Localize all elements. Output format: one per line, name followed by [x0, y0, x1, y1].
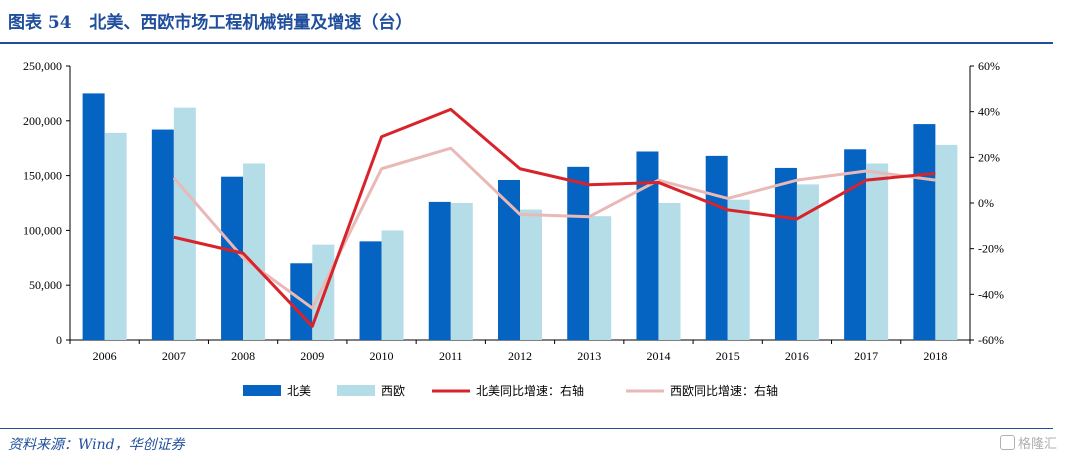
right-tick-label: 20% — [978, 150, 1000, 164]
x-tick-label: 2015 — [716, 349, 740, 363]
bar-we — [104, 132, 127, 340]
left-tick-label: 100,000 — [23, 223, 62, 237]
x-tick-label: 2008 — [231, 349, 255, 363]
bar-na — [774, 167, 797, 340]
left-tick-label: 0 — [56, 333, 62, 347]
right-tick-label: -60% — [978, 333, 1004, 347]
bar-we — [727, 199, 750, 340]
bar-na — [844, 149, 867, 340]
bar-na — [498, 179, 520, 340]
left-tick-label: 150,000 — [23, 169, 62, 183]
bar-we — [866, 163, 889, 340]
bar-we — [589, 216, 612, 340]
x-tick-label: 2012 — [508, 349, 532, 363]
x-tick-label: 2009 — [300, 349, 324, 363]
bar-na — [82, 93, 105, 341]
left-tick-label: 50,000 — [29, 278, 62, 292]
bar-na — [913, 124, 936, 340]
left-tick-label: 200,000 — [23, 114, 62, 128]
legend-na-growth-label: 北美同比增速：右轴 — [476, 383, 584, 398]
bar-we — [243, 163, 266, 340]
x-tick-label: 2006 — [93, 349, 117, 363]
x-tick-label: 2016 — [785, 349, 809, 363]
right-tick-label: 0% — [978, 196, 994, 210]
legend-we-growth-label: 西欧同比增速：右轴 — [670, 383, 778, 398]
bar-we — [520, 209, 542, 340]
legend-we-label: 西欧 — [381, 384, 405, 398]
bar-na — [221, 176, 244, 340]
watermark-text: 格隆汇 — [1018, 437, 1058, 452]
bar-we — [173, 107, 196, 340]
bar-na — [151, 129, 174, 340]
bar-we — [450, 203, 473, 340]
bar-we — [935, 144, 958, 340]
watermark-logo-icon — [1000, 435, 1015, 450]
x-tick-label: 2007 — [162, 349, 186, 363]
right-tick-label: -40% — [978, 287, 1004, 301]
figure-title: 图表 54 北美、西欧市场工程机械销量及增速（台） — [8, 13, 413, 33]
bar-we — [796, 184, 819, 340]
bar-na — [705, 155, 728, 340]
bar-na — [567, 166, 590, 340]
footer-rule — [0, 428, 1053, 429]
x-tick-label: 2017 — [854, 349, 878, 363]
watermark: 格隆汇 — [1000, 433, 1057, 452]
bar-na — [359, 241, 382, 340]
bar-na — [636, 151, 659, 340]
legend-na-label: 北美 — [287, 384, 311, 398]
bar-we — [381, 230, 404, 340]
line-we-growth — [172, 146, 936, 310]
x-tick-label: 2011 — [439, 349, 463, 363]
x-tick-label: 2010 — [370, 349, 394, 363]
right-tick-label: 40% — [978, 105, 1000, 119]
title-rule — [0, 42, 1053, 44]
line-na-growth — [173, 107, 936, 328]
x-tick-label: 2013 — [577, 349, 601, 363]
bar-na — [428, 201, 451, 340]
legend-we-swatch — [337, 385, 375, 396]
bar-we — [658, 203, 681, 340]
legend-na-swatch — [243, 385, 281, 396]
combo-chart: 0 50,000 100,000 150,000 200,000 250,000 -60% -… — [23, 59, 1004, 398]
source-note: 资料来源：Wind，华创证券 — [8, 437, 185, 453]
right-tick-label: 60% — [978, 59, 1000, 73]
x-tick-label: 2018 — [923, 349, 947, 363]
left-tick-label: 250,000 — [23, 59, 62, 73]
x-tick-label: 2014 — [646, 349, 670, 363]
right-tick-label: -20% — [978, 242, 1004, 256]
